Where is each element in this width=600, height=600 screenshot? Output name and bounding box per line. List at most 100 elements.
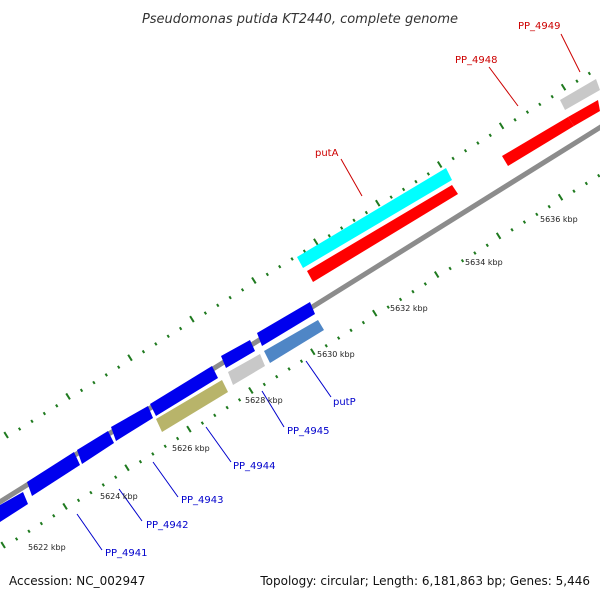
tick-mark (372, 309, 378, 317)
gene-pp4945-blue[interactable] (221, 340, 255, 368)
kbp-label: 5634 kbp (465, 258, 503, 267)
label-putp[interactable]: putP (333, 397, 356, 408)
gene-putp[interactable] (264, 320, 324, 363)
tick-mark (124, 464, 130, 472)
kbp-labels: 5622 kbp 5624 kbp 5626 kbp 5628 kbp 5630… (28, 215, 578, 552)
accession-text: Accession: NC_002947 (9, 574, 145, 588)
label-pp4941[interactable]: PP_4941 (105, 548, 148, 559)
tick-mark (200, 421, 205, 425)
label-pp4949[interactable]: PP_4949 (518, 21, 561, 32)
tick-mark (237, 398, 242, 402)
label-puta[interactable]: putA (315, 148, 339, 159)
tick-mark (575, 79, 579, 83)
tick-mark (414, 179, 418, 184)
kbp-label: 5632 kbp (390, 304, 428, 313)
tick-mark (364, 210, 369, 215)
tick-mark (92, 380, 96, 385)
tick-mark (522, 220, 527, 224)
gene-pp4945[interactable] (228, 354, 265, 385)
tick-mark (166, 334, 170, 339)
tick-mark (375, 199, 381, 207)
tick-mark (141, 349, 146, 354)
tick-mark (313, 238, 319, 246)
label-pp4942[interactable]: PP_4942 (146, 520, 189, 531)
gene-pp4943[interactable] (111, 406, 153, 441)
tick-mark (127, 354, 133, 362)
tick-mark (290, 257, 294, 261)
gene-pp4948[interactable] (502, 117, 574, 166)
tick-mark (30, 419, 34, 424)
tick-mark (510, 228, 514, 232)
tick-mark (17, 427, 22, 431)
tick-mark (361, 320, 366, 325)
tick-mark (550, 94, 554, 99)
tick-mark (203, 311, 208, 315)
tick-mark (327, 233, 331, 238)
tick-mark (557, 193, 564, 201)
gene-puta-forward[interactable] (307, 185, 458, 282)
tick-mark (584, 181, 589, 186)
tick-mark (498, 122, 505, 130)
tick-mark (89, 490, 93, 495)
gene-pp4944[interactable] (156, 380, 228, 432)
tick-mark (39, 521, 44, 526)
tick-mark (538, 102, 542, 107)
tick-mark (178, 326, 183, 331)
tick-mark (79, 388, 84, 393)
label-pp4945[interactable]: PP_4945 (287, 426, 330, 437)
tick-mark (463, 148, 468, 153)
tick-mark (248, 386, 254, 394)
tick-mark (55, 404, 59, 408)
label-pp4944[interactable]: PP_4944 (233, 461, 276, 472)
tick-marks (0, 71, 600, 549)
tick-mark (52, 514, 56, 518)
tick-mark (175, 436, 180, 441)
kbp-label: 5630 kbp (317, 350, 355, 359)
kbp-label: 5622 kbp (28, 543, 66, 552)
tick-mark (117, 365, 121, 369)
tick-mark (423, 282, 427, 286)
gene-pp4949-red[interactable] (568, 100, 600, 126)
tick-mark (485, 243, 489, 248)
tick-mark (14, 537, 19, 541)
gene-pp4944-blue[interactable] (150, 366, 218, 416)
tick-mark (587, 71, 592, 76)
tick-mark (597, 173, 600, 178)
tick-mark (476, 141, 480, 145)
tick-mark (535, 212, 539, 217)
gene-pp4941[interactable] (27, 452, 80, 496)
tick-mark (154, 342, 158, 346)
gene-labels: PP_4949 PP_4948 putA putP PP_4945 PP_494… (105, 21, 561, 559)
gene-puta[interactable] (297, 168, 452, 268)
tick-mark (448, 266, 452, 271)
gene-pp4942[interactable] (77, 431, 114, 464)
tick-mark (76, 498, 81, 503)
label-connectors (76, 33, 581, 551)
tick-mark (488, 133, 492, 138)
tick-mark (547, 204, 551, 209)
tick-mark (560, 83, 567, 91)
topology-text: Topology: circular; Length: 6,181,863 bp… (259, 574, 590, 588)
tick-mark (216, 303, 220, 308)
tick-mark (138, 459, 143, 464)
kbp-label: 5626 kbp (172, 444, 210, 453)
tick-mark (401, 187, 406, 192)
tick-mark (352, 218, 356, 223)
tick-mark (398, 297, 403, 302)
gene-pp4940[interactable] (0, 492, 28, 522)
tick-mark (189, 315, 195, 323)
tick-mark (151, 452, 155, 456)
tick-mark (339, 226, 344, 230)
kbp-label: 5628 kbp (245, 396, 283, 405)
kbp-label: 5636 kbp (540, 215, 578, 224)
label-pp4943[interactable]: PP_4943 (181, 495, 224, 506)
gene-putp-blue[interactable] (257, 302, 315, 346)
kbp-label: 5624 kbp (100, 492, 138, 501)
tick-mark (186, 425, 192, 433)
tick-mark (525, 110, 530, 114)
tick-mark (310, 348, 316, 356)
gene-pp4949-gray[interactable] (560, 79, 600, 110)
label-pp4948[interactable]: PP_4948 (455, 55, 498, 66)
